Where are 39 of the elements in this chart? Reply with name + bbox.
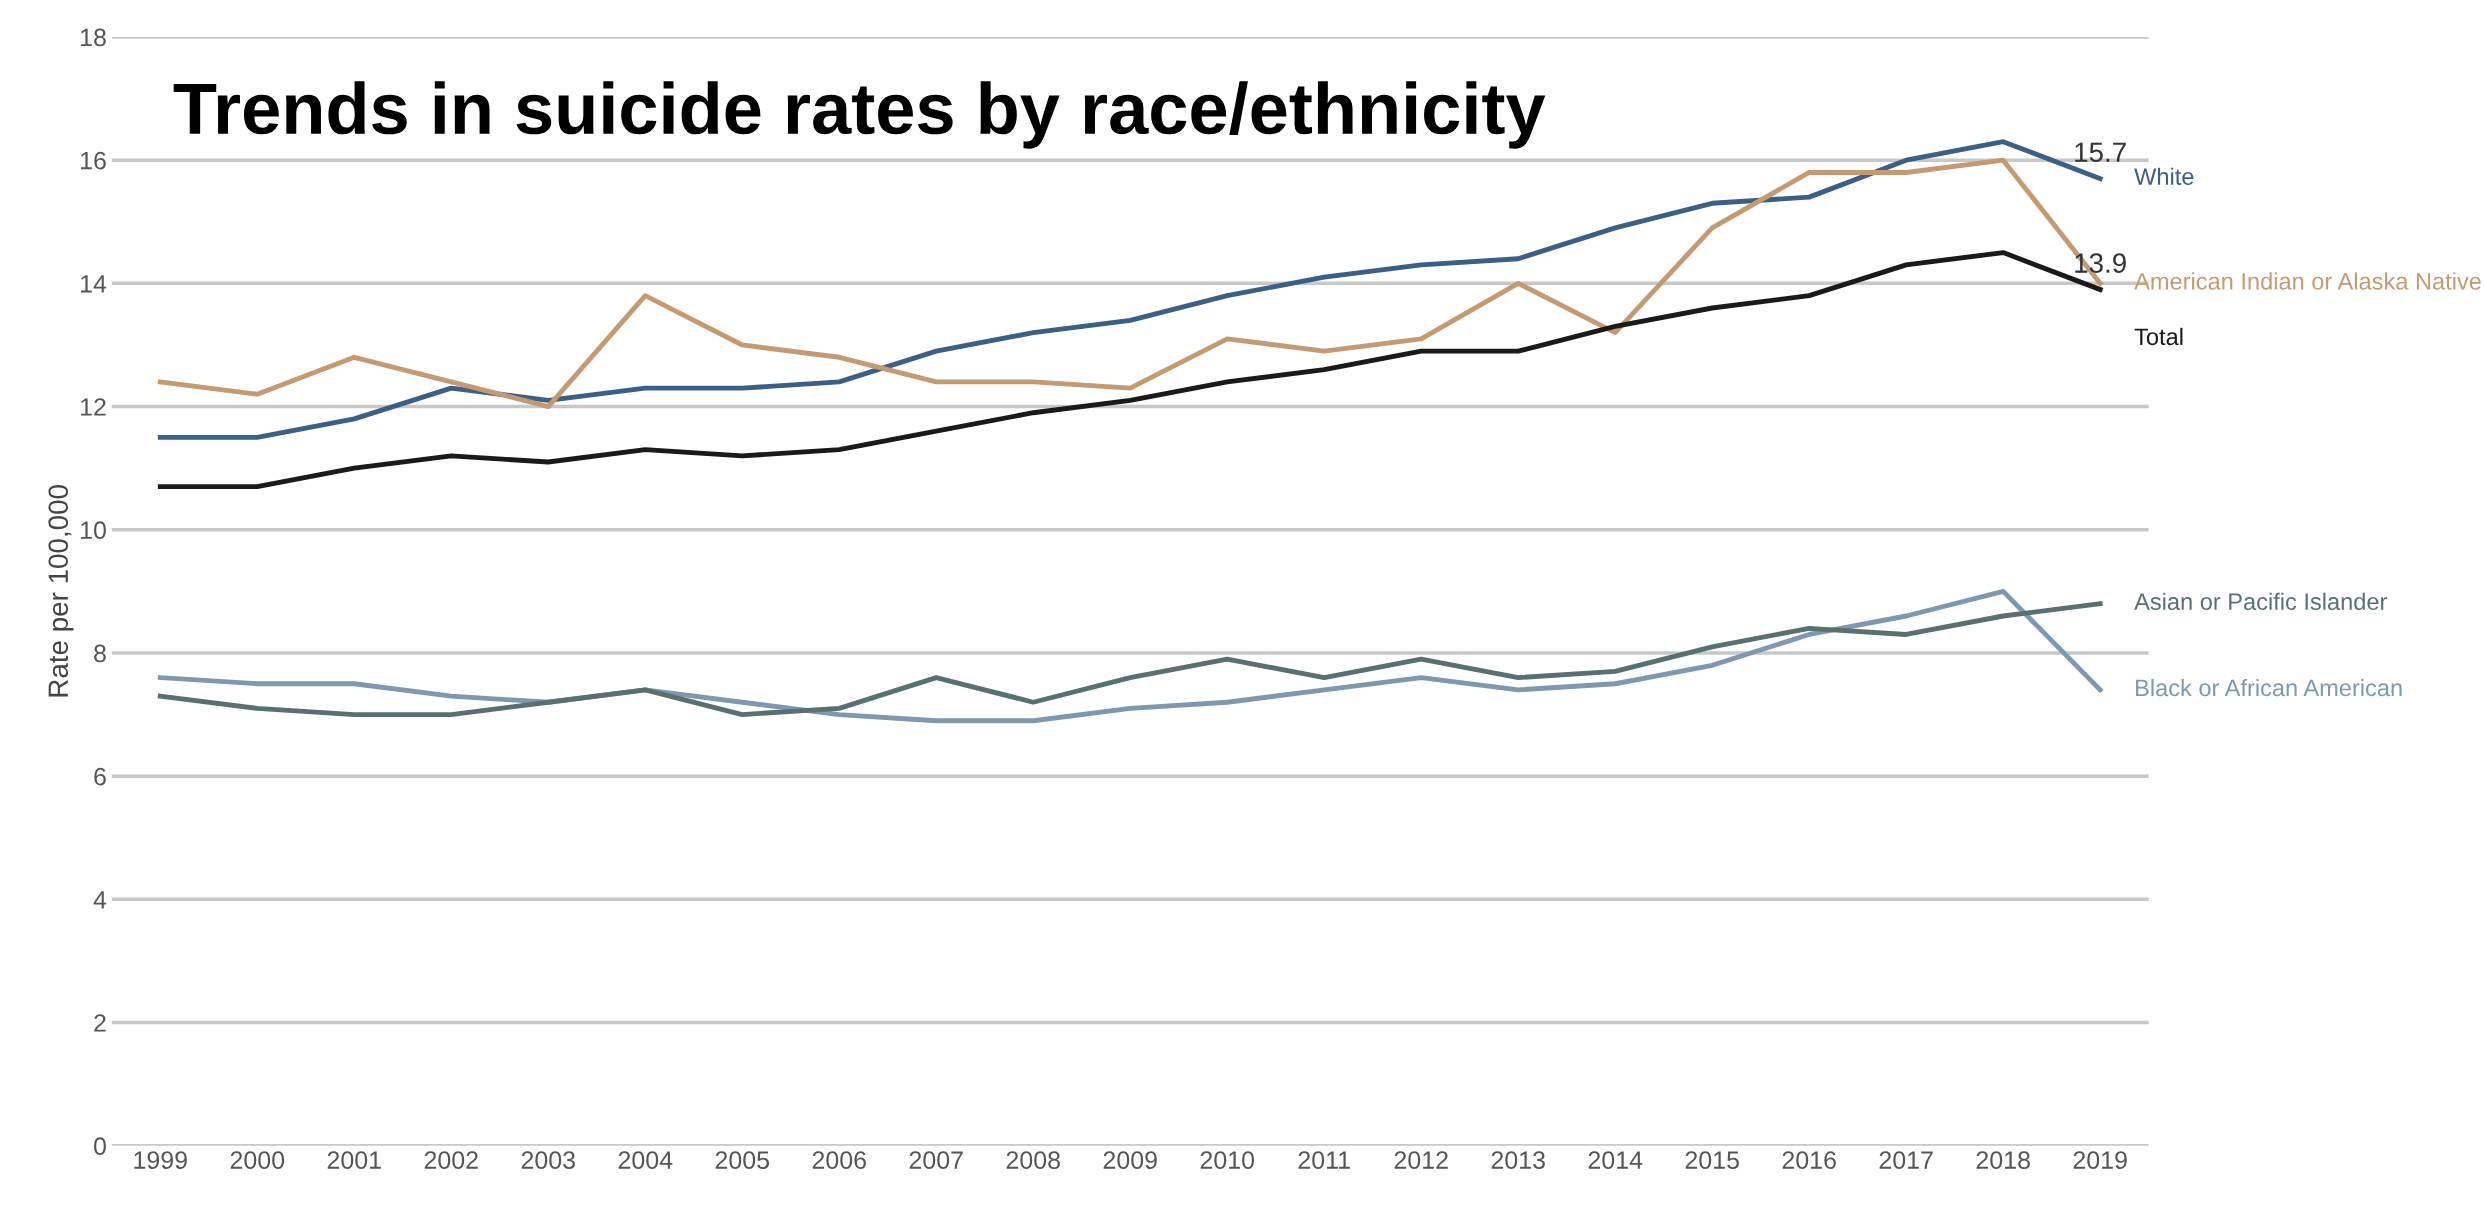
y-tick-label: 18 [81,28,106,47]
y-tick-label: 16 [81,151,106,170]
x-tick-label: 2014 [1588,1151,1643,1169]
x-tick-label: 2000 [230,1151,285,1169]
x-tick-label: 2001 [327,1151,381,1169]
x-tick-label: 2016 [1782,1151,1836,1169]
x-tick-label: 2007 [909,1151,963,1169]
y-tick-label: 4 [93,891,107,909]
y-tick-label: 12 [81,398,106,416]
y-tick-label: 14 [81,275,107,293]
y-axis-title: Rate per 100,000 [48,485,74,697]
x-tick-label: 2019 [2073,1151,2127,1169]
x-tick-label: 2009 [1103,1151,1157,1169]
x-tick-label: 2018 [1976,1151,2030,1169]
text: Trends in suicide rates by race/ethnicity [173,81,1546,149]
y-tick-label: 10 [81,521,106,540]
x-tick-label: 2006 [812,1151,866,1169]
x-tick-label: 2008 [1006,1151,1060,1169]
y-tick-label: 8 [94,644,106,663]
x-tick-label: 2010 [1200,1151,1255,1169]
x-tick-label: 2012 [1394,1151,1448,1169]
x-tick-label: 2011 [1298,1151,1350,1169]
series-label: White [2134,167,2194,185]
x-tick-label: 2005 [715,1151,770,1169]
x-tick-label: 1999 [134,1151,187,1169]
y-tick-label: 2 [94,1014,106,1032]
series-label: Asian or Pacific Islander [2134,592,2387,611]
data-label: 15.7 [2075,142,2126,163]
x-tick-label: 2013 [1491,1151,1545,1169]
x-tick-label: 2015 [1685,1151,1739,1169]
x-tick-label: 2017 [1879,1151,1933,1169]
y-tick-label: 0 [93,1137,106,1156]
series-label: American Indian or Alaska Native [2134,272,2481,290]
x-tick-label: 2004 [618,1151,673,1169]
text: Total [2134,327,2183,346]
y-tick-label: 6 [94,767,106,786]
x-tick-label: 2003 [521,1151,575,1169]
x-tick-label: 2002 [424,1151,478,1169]
series-label: Black or African American [2136,678,2402,697]
